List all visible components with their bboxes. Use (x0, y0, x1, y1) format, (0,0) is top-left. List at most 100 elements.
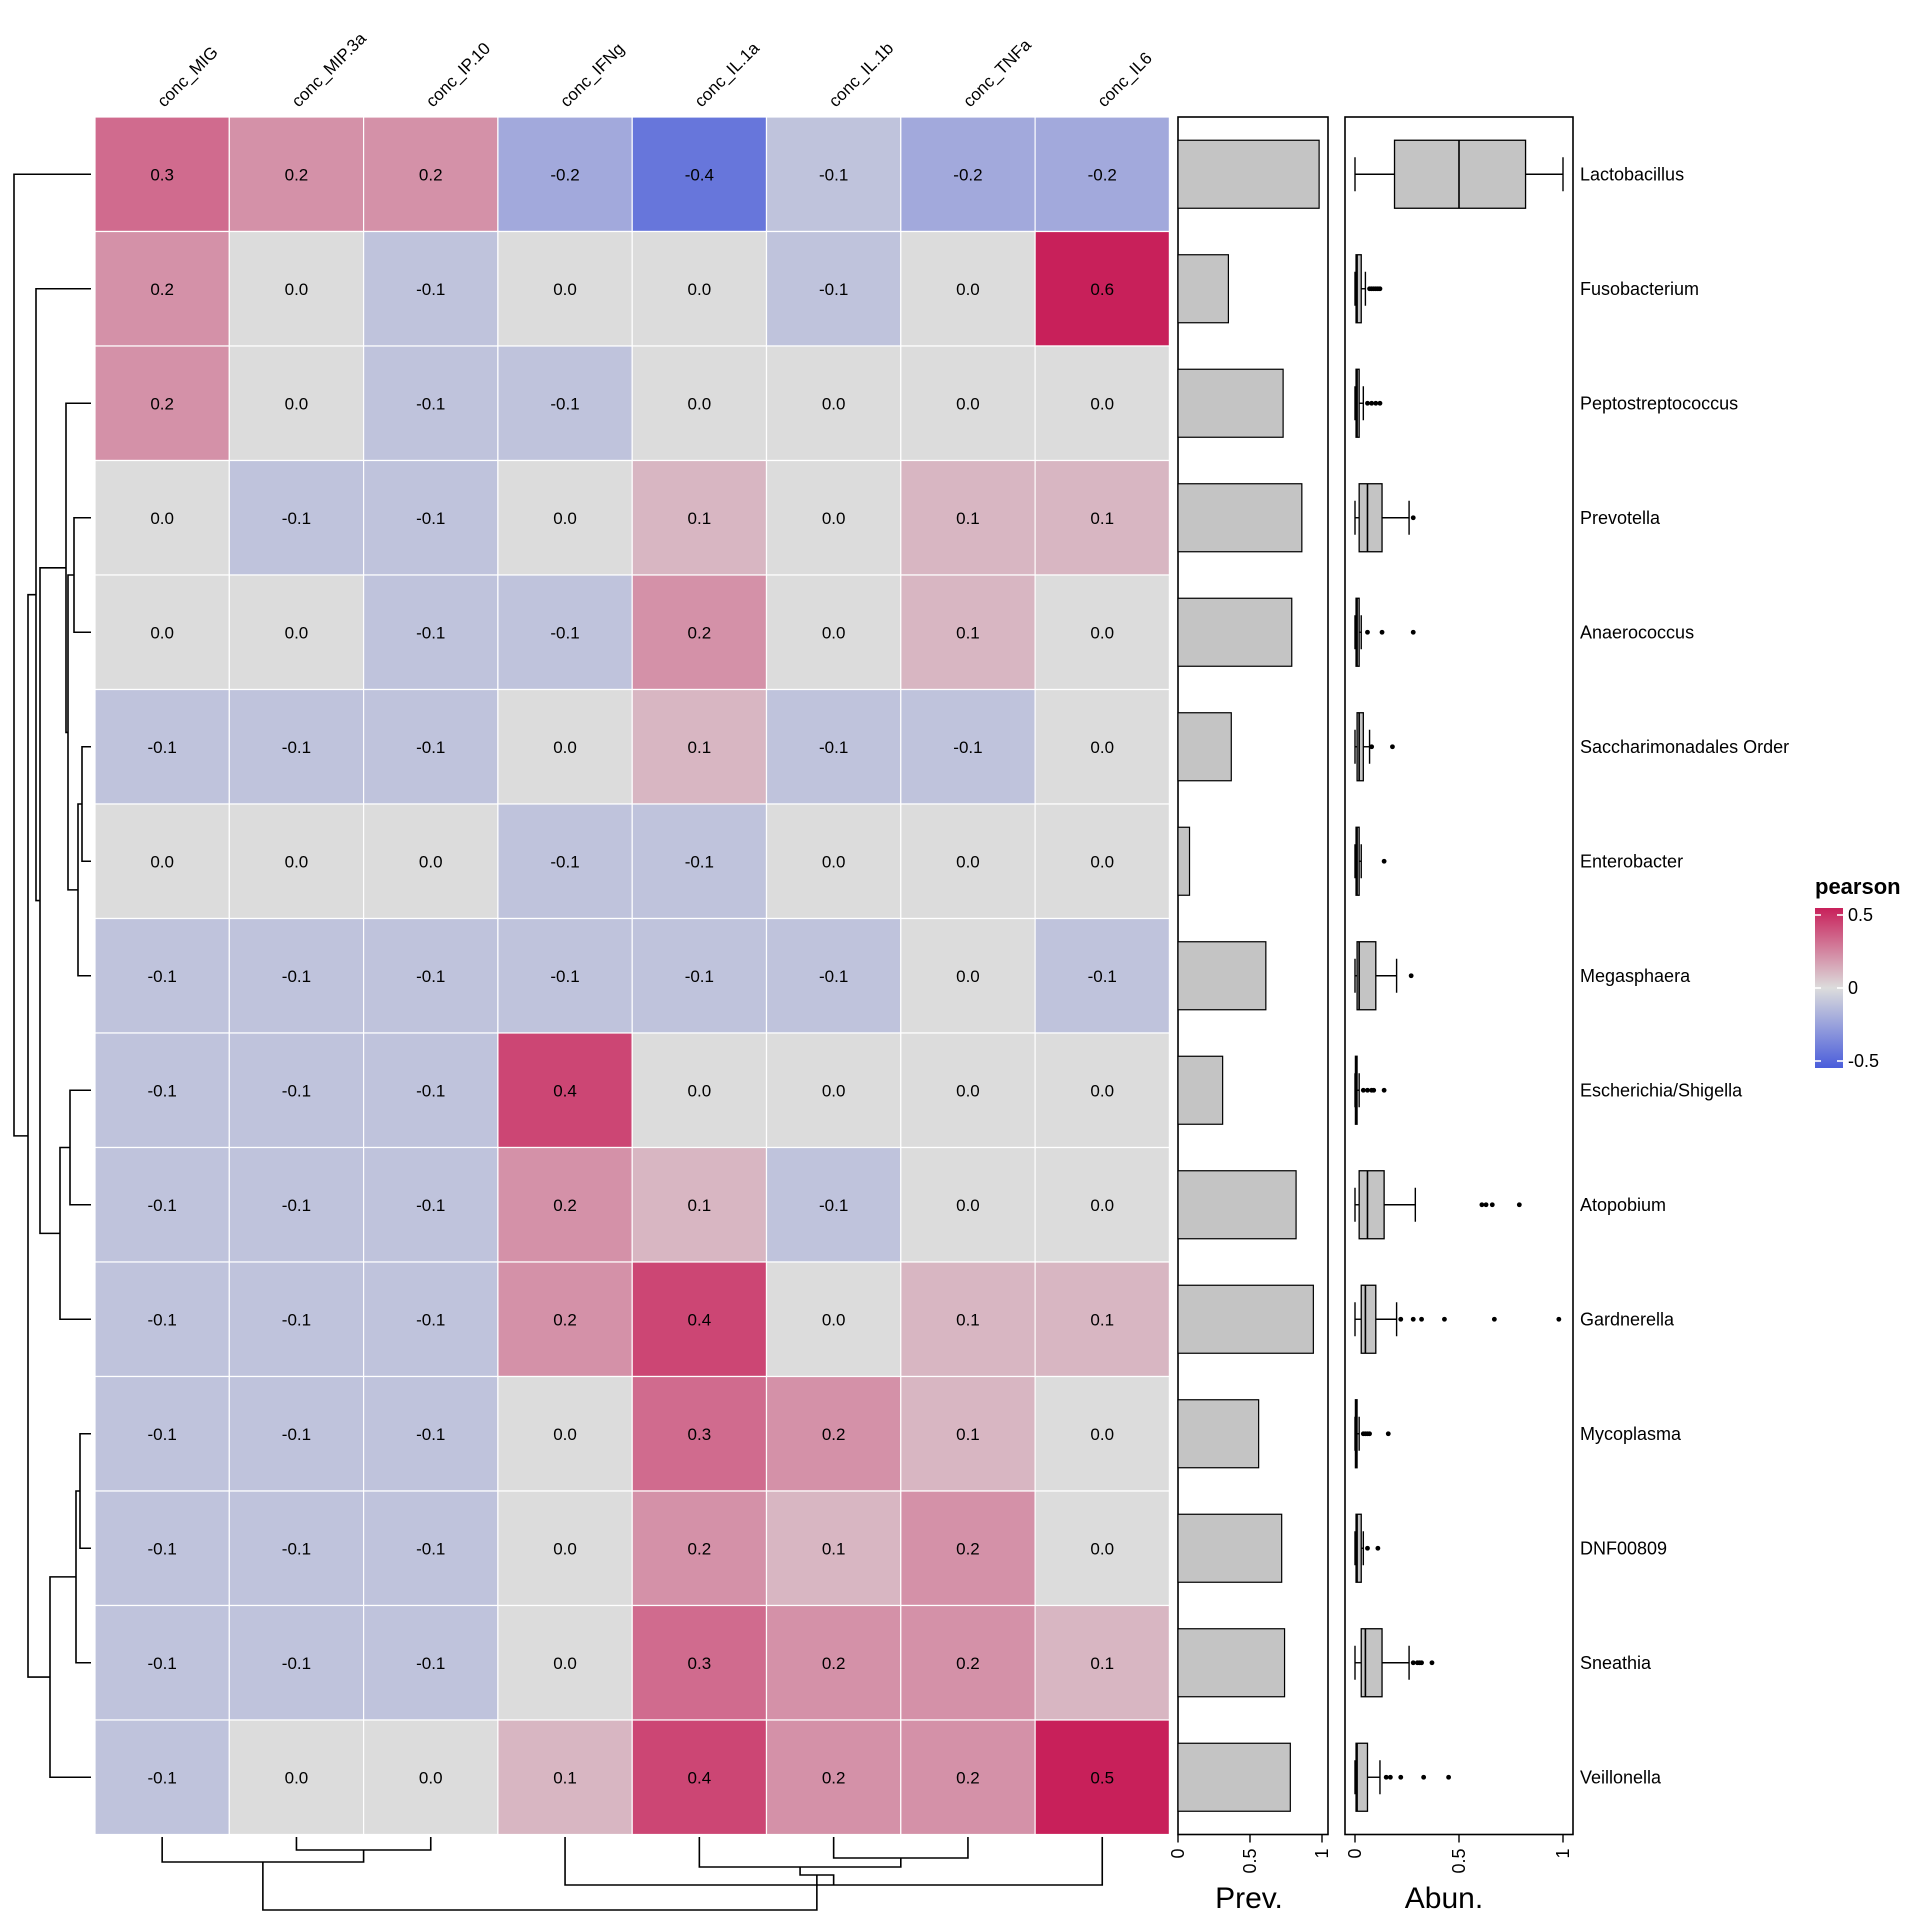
cell-value-label: 0.0 (822, 852, 846, 871)
cell-value-label: 0.0 (956, 852, 980, 871)
heatmap-cell (497, 574, 633, 691)
cell-value-label: 0.0 (285, 852, 309, 871)
heatmap-cell (497, 1604, 633, 1721)
heatmap-cell (228, 230, 365, 347)
abundance-outlier (1371, 1087, 1377, 1093)
row-dendrogram-branch (75, 1490, 91, 1664)
heatmap-cell (1034, 1604, 1170, 1721)
cell-value-label: -0.4 (685, 165, 714, 184)
abundance-outlier (1446, 1774, 1451, 1780)
cell-value-label: -0.1 (148, 967, 177, 986)
abundance-outlier (1421, 1774, 1427, 1780)
cell-value-label: 0.2 (553, 1196, 577, 1215)
cell-value-label: -0.1 (148, 1196, 177, 1215)
abundance-outlier (1491, 1316, 1497, 1322)
abundance-box (1358, 1170, 1385, 1240)
prevalence-bar (1177, 1513, 1283, 1583)
prevalence-bar (1177, 1399, 1260, 1469)
abundance-outlier (1365, 1087, 1370, 1093)
heatmap-cell (631, 459, 768, 576)
cell-value-label: 0.0 (1090, 1539, 1114, 1558)
heatmap-cell (900, 1146, 1036, 1263)
row-dendrogram-branch (13, 173, 91, 1137)
cell-value-label: 0.1 (956, 623, 980, 642)
abundance-outlier (1360, 1087, 1366, 1093)
heatmap-cell (363, 459, 499, 576)
heatmap-cell (1034, 917, 1170, 1034)
cell-value-label: -0.1 (416, 1654, 445, 1673)
row-label: Fusobacterium (1580, 279, 1699, 299)
cell-value-label: -0.1 (416, 967, 445, 986)
row-label: Sneathia (1580, 1653, 1652, 1673)
heatmap-cell (1034, 803, 1170, 920)
cell-value-label: 0.0 (419, 1768, 443, 1787)
cell-value-label: 0.4 (553, 1081, 577, 1100)
cell-value-label: 0.0 (1090, 623, 1114, 642)
row-label: Escherichia/Shigella (1580, 1080, 1743, 1100)
cell-value-label: 0.2 (688, 1539, 712, 1558)
cell-value-label: 0.2 (822, 1768, 846, 1787)
row-dendrogram-branch (49, 1576, 91, 1779)
heatmap-cell (765, 1490, 902, 1607)
cell-value-label: 0.0 (150, 623, 174, 642)
row-label: Lactobacillus (1580, 164, 1684, 184)
cell-value-label: 0.0 (688, 280, 712, 299)
abundance-outlier (1387, 1774, 1393, 1780)
abundance-outlier (1398, 1316, 1404, 1322)
heatmap-cell (765, 230, 902, 347)
legend-tick-label: 0 (1848, 978, 1858, 998)
heatmap-cell (765, 688, 902, 805)
prevalence-bar (1177, 1628, 1286, 1698)
cell-value-label: -0.1 (148, 1654, 177, 1673)
abundance-outlier (1367, 1431, 1372, 1437)
abundance-outlier (1442, 1316, 1447, 1322)
cell-value-label: 0.2 (150, 280, 174, 299)
column-label: conc_IP.10 (422, 39, 494, 111)
column-label: conc_IL.1a (691, 38, 764, 111)
row-dendrogram-branch (73, 516, 91, 634)
cell-value-label: 0.0 (419, 852, 443, 871)
heatmap-cells: 0.3 0.2 0.2 -0.2 -0.4 -0.1 -0.2 -0.2 0.2 0.0 -0.1 0… (94, 116, 1170, 1836)
heatmap-cell (765, 345, 902, 462)
heatmap-cell (363, 688, 499, 805)
abundance-panel: 0 0.5 1 Abun. (1344, 116, 1574, 1915)
heatmap-cell (765, 1146, 902, 1263)
legend-tick-label: 0.5 (1848, 905, 1873, 925)
abundance-box (1360, 1284, 1377, 1354)
abundance-outlier (1429, 1660, 1435, 1666)
abundance-box (1360, 1628, 1383, 1698)
abundance-box (1356, 712, 1364, 782)
column-label: conc_MIG (154, 43, 222, 111)
heatmap-cell (631, 917, 768, 1034)
cell-value-label: -0.1 (148, 1768, 177, 1787)
heatmap-cell (228, 1604, 365, 1721)
cell-value-label: 0.1 (956, 509, 980, 528)
prevalence-axis-label: Prev. (1215, 1882, 1283, 1915)
abundance-outlier (1365, 1545, 1370, 1551)
cell-value-label: 0.0 (285, 1768, 309, 1787)
cell-value-label: 0.2 (822, 1654, 846, 1673)
heatmap-cell (900, 1261, 1036, 1378)
abundance-box (1355, 1513, 1362, 1583)
cell-value-label: 0.2 (956, 1654, 980, 1673)
abundance-outlier (1385, 1431, 1391, 1437)
cell-value-label: 0.1 (1090, 1310, 1114, 1329)
heatmap-cell (900, 1375, 1036, 1492)
cell-value-label: -0.1 (148, 1539, 177, 1558)
prevalence-bar (1177, 254, 1230, 324)
row-dendrogram-branch (39, 567, 66, 1235)
abundance-outlier (1398, 1774, 1404, 1780)
heatmap-cell (94, 1146, 230, 1263)
cell-value-label: 0.0 (688, 394, 712, 413)
cell-value-label: 0.0 (1090, 394, 1114, 413)
cell-value-label: 0.1 (1090, 1654, 1114, 1673)
abundance-box (1355, 254, 1362, 324)
heatmap-cell (765, 1261, 902, 1378)
cell-value-label: 0.0 (1090, 1425, 1114, 1444)
heatmap-cell (497, 1032, 633, 1149)
abundance-tick-label: 0 (1345, 1849, 1365, 1859)
heatmap-cell (497, 230, 633, 347)
abundance-outlier (1369, 744, 1375, 750)
cell-value-label: -0.1 (550, 394, 579, 413)
cell-value-label: 0.2 (688, 623, 712, 642)
